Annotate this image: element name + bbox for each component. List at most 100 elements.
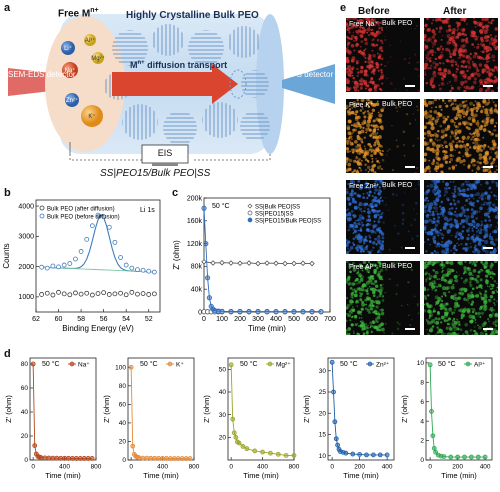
eds-speckle: [447, 317, 452, 321]
eds-speckle: [481, 269, 484, 272]
eds-map-after: [424, 180, 498, 254]
eds-speckle: [372, 311, 375, 314]
eds-speckle: [365, 131, 368, 134]
eds-speckle: [470, 291, 473, 294]
y-axis-label: Z' (ohm): [400, 395, 409, 423]
data-point: [228, 308, 234, 315]
data-point: [128, 364, 134, 370]
eds-speckle: [378, 47, 383, 51]
eds-speckle: [481, 25, 485, 29]
eds-speckle: [391, 192, 395, 196]
eds-speckle: [376, 266, 379, 270]
data-point: [233, 434, 239, 440]
eds-speckle: [380, 268, 384, 272]
eds-speckle: [445, 47, 449, 52]
eds-speckle: [349, 141, 354, 146]
eds-speckle: [491, 277, 494, 280]
eds-speckle: [453, 185, 457, 189]
eds-speckle: [475, 109, 479, 113]
eds-speckle: [414, 67, 417, 71]
eds-speckle: [484, 191, 488, 196]
eds-speckle: [424, 204, 427, 209]
eds-speckle: [451, 311, 454, 314]
eds-speckle: [377, 125, 380, 128]
eds-speckle: [380, 63, 383, 66]
eds-speckle: [431, 282, 435, 285]
x-tick-label: 500: [288, 316, 300, 323]
eds-speckle: [479, 284, 482, 287]
eds-speckle: [361, 106, 364, 109]
eds-speckle: [407, 281, 410, 284]
eds-speckle: [381, 42, 384, 44]
eds-speckle: [360, 185, 363, 188]
eds-speckle: [359, 153, 361, 155]
eds-speckle: [375, 299, 378, 303]
eds-speckle: [433, 280, 436, 283]
eds-speckle: [414, 172, 417, 173]
eds-speckle: [384, 268, 388, 271]
eds-speckle: [347, 183, 350, 185]
data-point: [309, 308, 315, 315]
eds-speckle: [424, 219, 428, 224]
eds-speckle: [462, 28, 466, 31]
eds-speckle: [375, 312, 378, 316]
eds-speckle: [466, 236, 470, 241]
plot-frame: [327, 357, 395, 461]
eds-speckle: [454, 137, 458, 141]
eds-speckle: [434, 289, 437, 292]
plot-frame: [127, 357, 195, 461]
eds-speckle: [429, 231, 434, 236]
eds-speckle: [431, 189, 436, 194]
eds-dots: [346, 99, 419, 173]
eds-speckle: [444, 133, 448, 137]
eds-speckle: [368, 190, 372, 194]
data-point: [252, 448, 258, 454]
eds-speckle: [427, 304, 432, 309]
eds-speckle: [494, 209, 498, 213]
eds-speckle: [487, 45, 490, 49]
eds-speckle: [449, 268, 454, 273]
eds-speckle: [371, 194, 374, 198]
eds-speckle: [483, 35, 488, 40]
eds-speckle: [431, 212, 435, 217]
eds-speckle: [378, 328, 382, 332]
eds-speckle: [473, 18, 475, 20]
eds-speckle: [364, 235, 368, 239]
eds-speckle: [431, 263, 435, 267]
eds-speckle: [470, 86, 473, 90]
eds-speckle: [495, 289, 498, 292]
y-tick-label: 1000: [18, 294, 34, 301]
eds-speckle: [485, 49, 489, 53]
eds-speckle: [449, 326, 451, 328]
eds-speckle: [486, 28, 489, 30]
eds-speckle: [476, 199, 480, 203]
eds-speckle: [455, 70, 458, 73]
eds-speckle: [439, 45, 443, 48]
eds-speckle: [481, 239, 484, 242]
eds-speckle: [470, 307, 473, 310]
eds-speckle: [482, 43, 485, 46]
data-point: [329, 359, 335, 365]
series-line: [331, 362, 388, 456]
eds-speckle: [464, 289, 467, 292]
eds-speckle: [380, 327, 385, 332]
eds-speckle: [413, 218, 416, 221]
eds-speckle: [435, 18, 439, 22]
eds-speckle: [434, 122, 437, 125]
eds-speckle: [438, 67, 442, 72]
eds-speckle: [459, 222, 462, 225]
eds-speckle: [363, 328, 366, 331]
eds-speckle: [453, 78, 458, 82]
plot-frame: [29, 357, 97, 461]
eds-speckle: [371, 290, 376, 295]
eds-speckle: [416, 105, 419, 108]
eds-speckle: [391, 168, 395, 172]
eds-speckle: [489, 146, 493, 151]
eds-speckle: [373, 301, 376, 303]
eds-speckle: [453, 317, 456, 320]
eds-speckle: [356, 282, 358, 285]
data-point: [335, 442, 341, 448]
eds-speckle: [367, 60, 372, 65]
x-tick-label: 52: [145, 316, 153, 323]
eds-speckle: [474, 164, 477, 167]
